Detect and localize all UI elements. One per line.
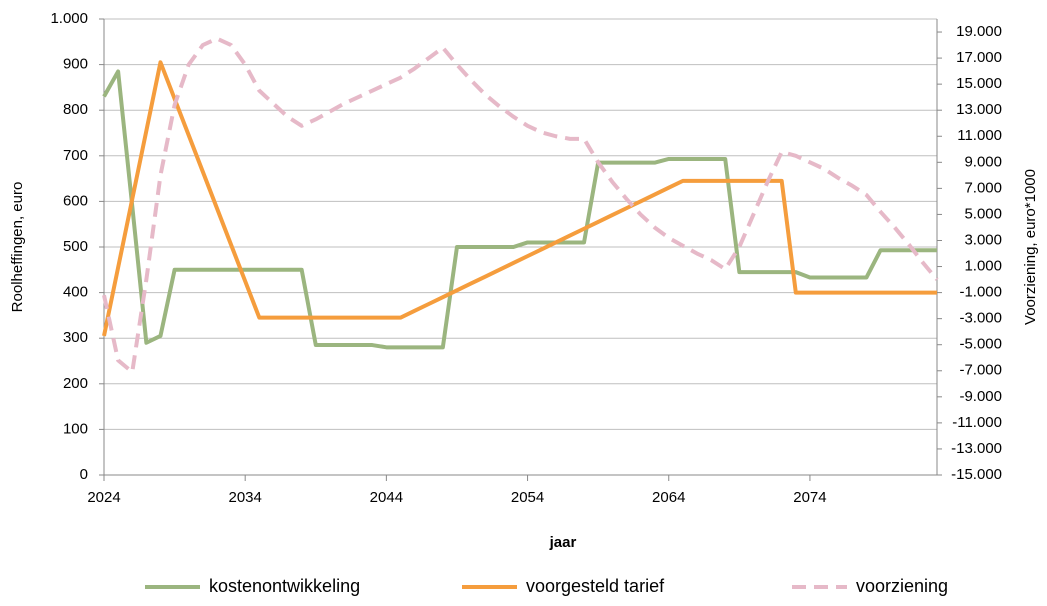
- y-tick-label: 1.000: [50, 10, 88, 27]
- y-tick-label: 200: [63, 375, 88, 392]
- y-tick-label: 700: [63, 147, 88, 164]
- legend-label: voorgesteld tarief: [526, 576, 665, 596]
- y2-tick-label: 5.000: [964, 205, 1002, 222]
- y2-tick-label: -1.000: [959, 284, 1002, 301]
- x-tick-label: 2024: [87, 489, 120, 506]
- x-axis-label: jaar: [549, 534, 577, 551]
- series-line: [102, 36, 939, 375]
- x-tick-label: 2074: [793, 489, 826, 506]
- series-line: [102, 60, 937, 337]
- x-tick-label: 2044: [370, 489, 403, 506]
- y2-tick-label: 7.000: [964, 179, 1002, 196]
- y-tick-label: 0: [80, 466, 88, 483]
- legend-label: voorziening: [856, 576, 948, 596]
- y2-tick-label: -13.000: [951, 440, 1002, 457]
- y2-axis-label: Voorziening, euro*1000: [1022, 169, 1039, 325]
- y2-tick-label: 9.000: [964, 153, 1002, 170]
- y2-tick-label: 11.000: [957, 127, 1002, 144]
- y2-tick-label: 13.000: [956, 101, 1002, 118]
- y-tick-label: 900: [63, 56, 88, 73]
- y-tick-label: 100: [63, 420, 88, 437]
- legend-label: kostenontwikkeling: [209, 576, 360, 596]
- y-tick-label: 300: [63, 329, 88, 346]
- y2-tick-label: 3.000: [964, 231, 1002, 248]
- x-tick-label: 2034: [228, 489, 261, 506]
- y-axis-label: Roolheffingen, euro: [9, 182, 26, 313]
- y2-tick-label: -9.000: [959, 388, 1002, 405]
- y2-tick-label: 19.000: [956, 23, 1002, 40]
- x-tick-label: 2054: [511, 489, 544, 506]
- x-tick-label: 2064: [652, 489, 685, 506]
- y-tick-label: 400: [63, 284, 88, 301]
- y2-tick-label: 15.000: [956, 75, 1002, 92]
- y-tick-label: 500: [63, 238, 88, 255]
- y-tick-label: 600: [63, 192, 88, 209]
- y2-tick-label: -15.000: [951, 466, 1002, 483]
- series-line: [102, 69, 937, 350]
- y2-tick-label: -11.000: [952, 414, 1002, 431]
- y2-tick-label: -3.000: [959, 310, 1002, 327]
- y2-tick-label: 17.000: [956, 49, 1002, 66]
- y2-tick-label: 1.000: [964, 258, 1002, 275]
- y2-tick-label: -7.000: [959, 362, 1002, 379]
- y2-tick-label: -5.000: [959, 336, 1002, 353]
- y-tick-label: 800: [63, 101, 88, 118]
